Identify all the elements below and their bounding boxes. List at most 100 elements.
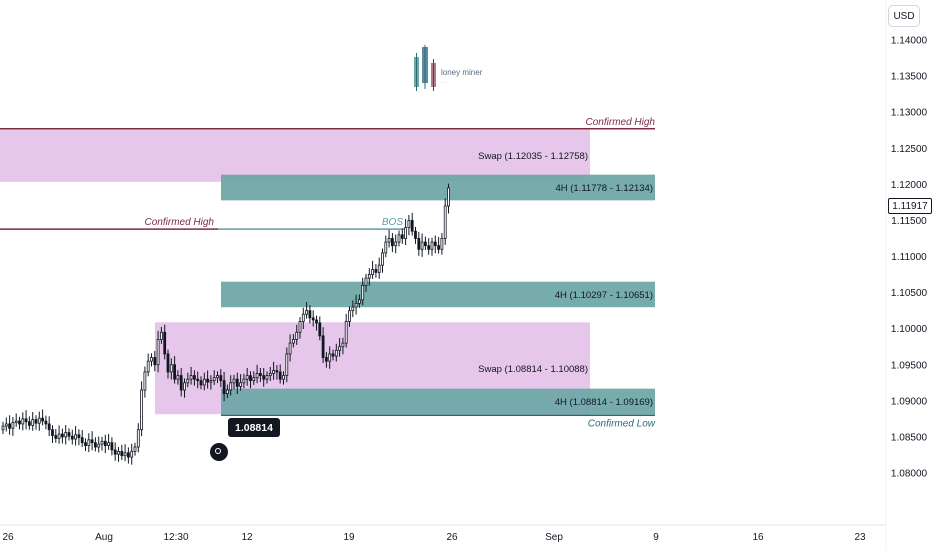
candle-body-15: [51, 429, 54, 436]
candle-body-71: [235, 378, 239, 387]
level-label-1: Confirmed High: [145, 217, 215, 228]
candle-body-82: [272, 370, 276, 374]
y-tick-5: 1.11500: [891, 216, 927, 227]
candle-body-41: [136, 429, 140, 448]
candle-body-78: [258, 373, 262, 376]
candle-body-84: [278, 371, 282, 380]
candle-body-98: [324, 357, 328, 362]
price-axis[interactable]: 1.14000 1.13500 1.13000 1.12500 1.12000 1.115…: [891, 36, 928, 480]
zone-0: [0, 129, 590, 182]
candle-body-28: [94, 442, 97, 448]
candle-body-56: [186, 378, 190, 384]
candle-body-116: [384, 241, 388, 254]
levels-layer: Confirmed High Confirmed High BOS Confirmed…: [0, 117, 656, 429]
candle-body-54: [179, 375, 183, 391]
candle-body-18: [61, 433, 64, 438]
candle-body-53: [176, 375, 180, 380]
candle-body-68: [225, 389, 229, 395]
candle-body-114: [377, 264, 381, 273]
candle-body-135: [447, 187, 450, 207]
candle-body-115: [381, 252, 384, 266]
candle-body-88: [291, 339, 295, 344]
candle-body-33: [110, 442, 114, 451]
candle-body-124: [410, 220, 414, 232]
y-tick-0: 1.14000: [891, 36, 928, 47]
candle-body-90: [298, 321, 302, 333]
candle-body-126: [417, 238, 421, 250]
y-tick-2: 1.13000: [891, 108, 928, 119]
watermark-logo: [412, 45, 502, 93]
candle-body-67: [222, 380, 226, 395]
y-tick-8: 1.10000: [891, 324, 928, 335]
currency-button[interactable]: USD: [888, 5, 920, 27]
candle-body-46: [153, 357, 157, 366]
candle-body-31: [103, 440, 107, 446]
x-tick-2: 12:30: [163, 532, 188, 543]
candle-body-60: [199, 380, 203, 386]
candle-body-3: [11, 422, 15, 429]
candle-body-127: [420, 241, 424, 250]
zone-label-0: Swap (1.12035 - 1.12758): [478, 151, 588, 162]
candle-body-30: [100, 440, 104, 445]
x-tick-5: 26: [446, 532, 458, 543]
candle-body-128: [423, 241, 427, 247]
marker-point-icon[interactable]: [210, 443, 228, 461]
candle-body-17: [57, 433, 61, 439]
y-tick-6: 1.11000: [891, 252, 927, 263]
candle-body-74: [245, 375, 249, 380]
candle-body-25: [84, 442, 87, 446]
candle-body-63: [209, 380, 213, 383]
candle-body-96: [318, 322, 322, 337]
candle-body-117: [387, 238, 391, 243]
candle-body-131: [433, 241, 437, 247]
candle-body-2: [8, 423, 12, 429]
candle-body-77: [255, 373, 259, 379]
candle-body-100: [331, 353, 335, 357]
candle-body-34: [113, 449, 117, 455]
candle-body-6: [21, 418, 25, 425]
time-axis[interactable]: 26 Aug 12:30 12 19 26 Sep 9 16 23: [0, 0, 887, 550]
y-tick-3: 1.12500: [891, 144, 928, 155]
candle-body-37: [123, 452, 127, 457]
candle-body-23: [77, 434, 81, 439]
candle-body-76: [252, 377, 256, 382]
candles-layer: [1, 183, 450, 465]
candle-body-48: [159, 331, 163, 340]
candle-body-133: [440, 238, 444, 250]
candle-body-43: [143, 371, 147, 391]
y-tick-12: 1.08000: [891, 469, 928, 480]
candle-body-9: [31, 419, 35, 426]
candle-body-123: [407, 220, 411, 229]
candle-body-35: [117, 450, 120, 455]
candle-body-83: [275, 370, 279, 373]
candle-body-91: [301, 313, 305, 322]
zone-label-3: Swap (1.08814 - 1.10088): [478, 364, 588, 375]
candle-body-134: [443, 205, 447, 239]
candle-body-81: [268, 373, 272, 376]
candle-body-97: [321, 335, 325, 358]
x-tick-1: Aug: [95, 532, 113, 543]
candle-body-99: [328, 353, 332, 362]
candle-body-27: [90, 439, 94, 444]
candle-body-57: [189, 375, 193, 380]
candle-body-132: [437, 245, 441, 250]
candle-body-13: [44, 420, 48, 425]
candle-body-121: [400, 234, 404, 239]
candle-body-86: [285, 353, 289, 376]
candle-body-40: [133, 446, 137, 452]
x-tick-3: 12: [241, 532, 253, 543]
candle-body-39: [130, 450, 134, 458]
candle-body-29: [97, 443, 101, 448]
candle-body-102: [338, 346, 342, 351]
candle-body-129: [427, 245, 431, 250]
y-tick-7: 1.10500: [891, 288, 928, 299]
candle-body-51: [169, 364, 173, 373]
candle-body-22: [74, 434, 77, 440]
candle-body-73: [242, 378, 246, 384]
candle-body-69: [229, 382, 233, 391]
zone-2: [221, 281, 655, 308]
candle-body-120: [397, 234, 401, 243]
candle-body-42: [140, 389, 144, 431]
candle-body-26: [87, 439, 91, 446]
